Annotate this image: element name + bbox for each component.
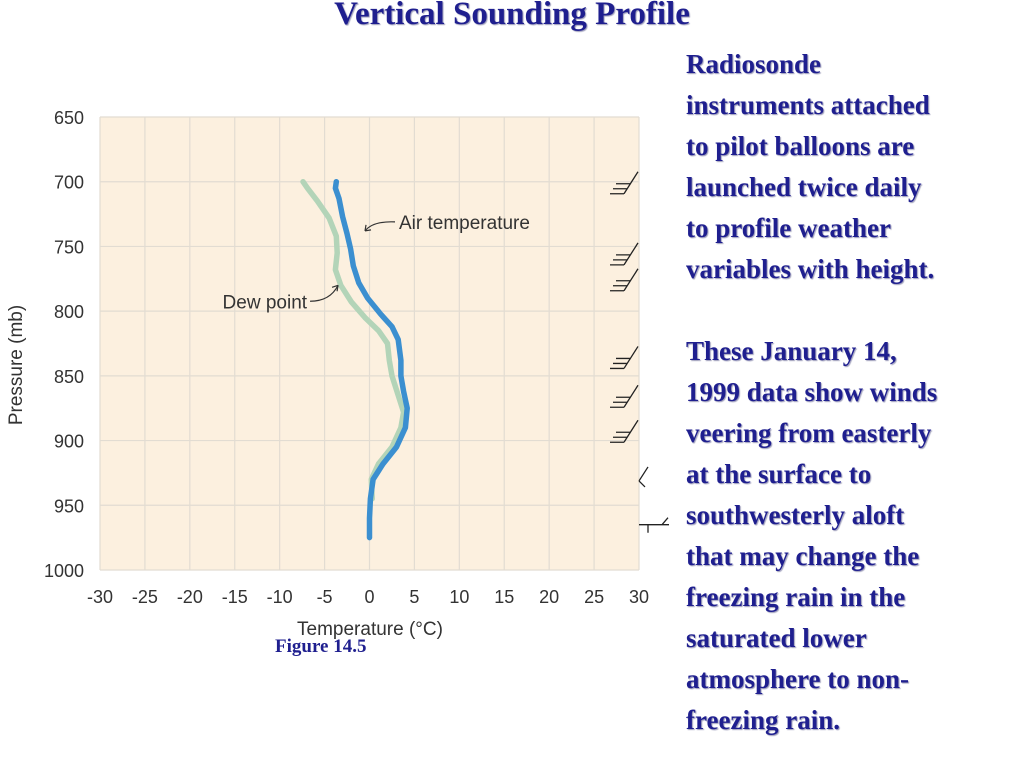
y-axis-label: Pressure (mb) bbox=[6, 305, 27, 425]
annotation-arrowhead bbox=[331, 284, 339, 292]
wind-barb bbox=[610, 384, 639, 408]
x-tick-label: 25 bbox=[584, 587, 604, 607]
figure-caption: Figure 14.5 bbox=[275, 636, 367, 657]
annotation-arrowhead bbox=[364, 224, 372, 232]
x-tick-label: -5 bbox=[317, 587, 333, 607]
y-tick-label: 1000 bbox=[44, 561, 84, 581]
wind-barb bbox=[638, 466, 649, 488]
wind-barb bbox=[610, 242, 639, 266]
body-paragraph-january-data: These January 14, 1999 data show winds v… bbox=[686, 336, 938, 735]
x-tick-label: -20 bbox=[177, 587, 203, 607]
slide-body-text: Radiosonde instruments attached to pilot… bbox=[686, 44, 1022, 741]
grid-lines bbox=[99, 116, 640, 571]
y-tick-label: 750 bbox=[54, 237, 84, 257]
paragraph-spacer bbox=[686, 290, 1022, 331]
y-tick-label: 800 bbox=[54, 302, 84, 322]
y-tick-label: 950 bbox=[54, 496, 84, 516]
x-tick-label: -10 bbox=[267, 587, 293, 607]
wind-barb bbox=[610, 419, 639, 443]
x-axis-label: Temperature (°C) bbox=[297, 619, 443, 640]
x-tick-label: 30 bbox=[629, 587, 649, 607]
x-tick-label: 20 bbox=[539, 587, 559, 607]
y-tick-label: 700 bbox=[54, 173, 84, 193]
wind-barb bbox=[610, 171, 639, 195]
annotation-dew-point: Dew point bbox=[223, 292, 308, 313]
x-tick-label: -30 bbox=[87, 587, 113, 607]
y-tick-label: 850 bbox=[54, 367, 84, 387]
annotation-air-temperature: Air temperature bbox=[399, 213, 530, 234]
y-tick-label: 650 bbox=[54, 108, 84, 128]
annotation-leader bbox=[364, 221, 396, 232]
x-tick-label: 15 bbox=[494, 587, 514, 607]
x-tick-label: -25 bbox=[132, 587, 158, 607]
body-paragraph-radiosonde: Radiosonde instruments attached to pilot… bbox=[686, 49, 935, 284]
x-tick-label: 5 bbox=[409, 587, 419, 607]
dew-point-line bbox=[300, 178, 407, 502]
wind-barb bbox=[610, 268, 639, 292]
x-tick-label: 10 bbox=[449, 587, 469, 607]
x-tick-label: 0 bbox=[364, 587, 374, 607]
slide-title: Vertical Sounding Profile bbox=[334, 0, 690, 32]
annotation-leader bbox=[310, 284, 339, 302]
x-tick-label: -15 bbox=[222, 587, 248, 607]
wind-barb bbox=[639, 517, 669, 533]
y-tick-label: 900 bbox=[54, 432, 84, 452]
wind-barb bbox=[610, 346, 639, 370]
air-temperature-line bbox=[332, 178, 410, 541]
sounding-chart: Pressure (mb) Temperature (°C) -30 -25 -20… bbox=[6, 108, 669, 640]
